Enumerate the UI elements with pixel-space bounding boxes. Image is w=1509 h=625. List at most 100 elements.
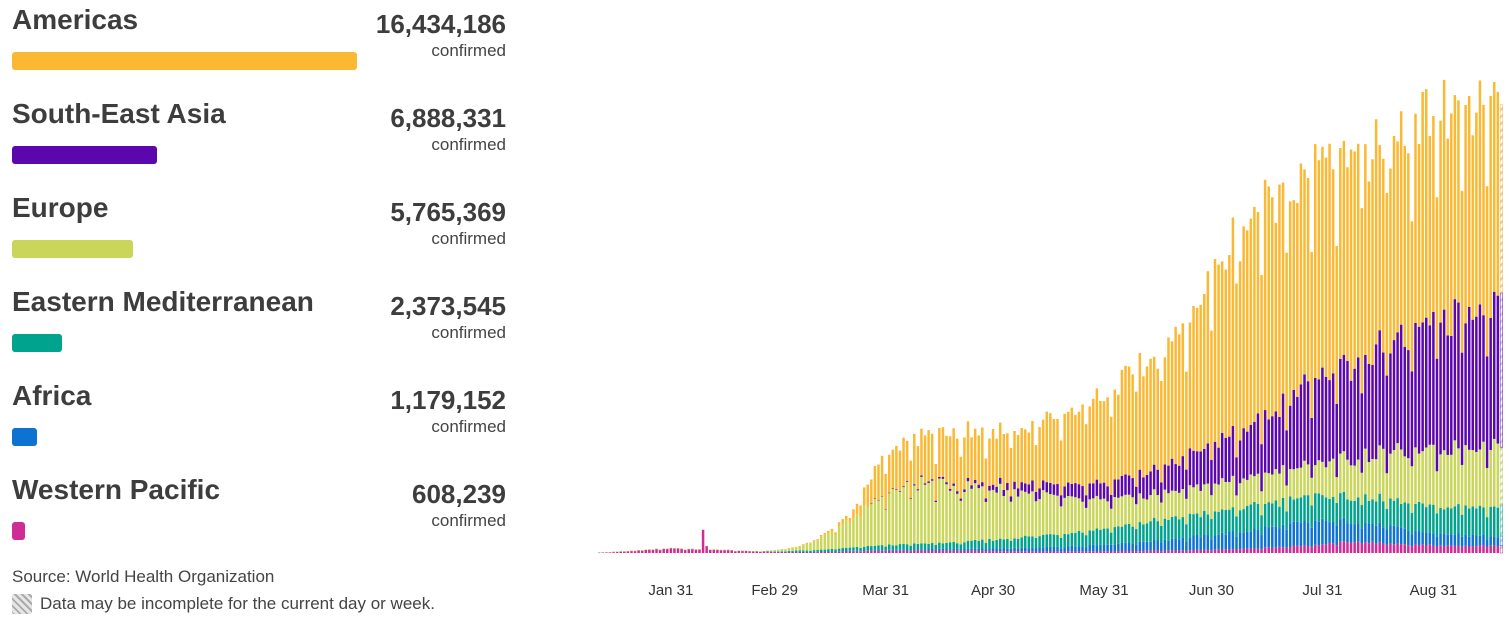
bar-segment-eastern-mediterranean[interactable]	[762, 551, 766, 552]
bar-segment-eastern-mediterranean[interactable]	[1371, 499, 1374, 524]
bar-segment-europe[interactable]	[1399, 449, 1403, 504]
bar-segment-europe[interactable]	[762, 550, 766, 552]
bar-segment-western-pacific[interactable]	[984, 551, 988, 553]
bar-segment-south-east-asia[interactable]	[1041, 480, 1045, 491]
bar-segment-western-pacific[interactable]	[870, 551, 873, 553]
bar-segment-south-east-asia[interactable]	[1174, 464, 1177, 491]
bar-segment-eastern-mediterranean[interactable]	[862, 546, 866, 551]
bar-segment-south-east-asia[interactable]	[981, 482, 984, 487]
bar-segment-europe[interactable]	[751, 551, 755, 552]
bar-segment-south-east-asia[interactable]	[1131, 478, 1134, 498]
bar-segment-eastern-mediterranean[interactable]	[1152, 517, 1156, 540]
bar-segment-americas[interactable]	[977, 435, 980, 485]
bar-segment-south-east-asia[interactable]	[1038, 488, 1041, 500]
bar-segment-western-pacific[interactable]	[834, 551, 837, 553]
bar-segment-americas[interactable]	[1328, 143, 1331, 381]
bar-segment-americas[interactable]	[1292, 200, 1296, 390]
bar-segment-south-east-asia[interactable]	[1378, 330, 1381, 446]
bar-segment-south-east-asia[interactable]	[1074, 483, 1077, 498]
bar-segment-eastern-mediterranean[interactable]	[920, 543, 923, 550]
bar-segment-western-pacific[interactable]	[1303, 545, 1306, 553]
bar-segment-south-east-asia[interactable]	[934, 500, 938, 502]
bar-segment-western-pacific[interactable]	[1020, 551, 1023, 553]
bar-segment-europe[interactable]	[1185, 498, 1188, 525]
bar-segment-europe[interactable]	[1245, 479, 1249, 506]
bar-segment-africa[interactable]	[913, 549, 916, 551]
bar-segment-americas[interactable]	[1138, 352, 1142, 470]
bar-segment-western-pacific[interactable]	[1084, 551, 1088, 553]
bar-segment-africa[interactable]	[1027, 548, 1031, 552]
bar-segment-africa[interactable]	[1181, 537, 1185, 551]
bar-segment-south-east-asia[interactable]	[1117, 479, 1120, 498]
bar-segment-south-east-asia[interactable]	[1217, 447, 1220, 485]
bar-segment-americas[interactable]	[1081, 404, 1084, 487]
bar-segment-western-pacific[interactable]	[880, 550, 884, 553]
bar-segment-western-pacific[interactable]	[1285, 547, 1288, 553]
bar-segment-europe[interactable]	[741, 550, 744, 552]
bar-segment-eastern-mediterranean[interactable]	[1235, 516, 1238, 537]
bar-segment-europe[interactable]	[998, 483, 1002, 539]
bar-segment-south-east-asia[interactable]	[1432, 311, 1435, 445]
bar-segment-western-pacific[interactable]	[930, 550, 934, 553]
bar-segment-americas[interactable]	[1478, 80, 1482, 305]
bar-segment-americas[interactable]	[819, 534, 823, 537]
legend-item-western-pacific[interactable]: Western Pacific 608,239 confirmed	[12, 470, 512, 564]
bar-segment-europe[interactable]	[608, 552, 612, 553]
bar-segment-south-east-asia[interactable]	[1142, 477, 1145, 499]
bar-segment-americas[interactable]	[805, 542, 809, 544]
bar-segment-americas[interactable]	[1296, 202, 1299, 397]
bar-segment-europe[interactable]	[1170, 490, 1174, 517]
bar-segment-western-pacific[interactable]	[1195, 549, 1199, 553]
bar-segment-eastern-mediterranean[interactable]	[805, 550, 809, 552]
bar-segment-europe[interactable]	[1059, 506, 1063, 538]
bar-segment-europe[interactable]	[1206, 483, 1210, 515]
bar-segment-americas[interactable]	[1206, 271, 1210, 444]
bar-segment-europe[interactable]	[1435, 471, 1439, 514]
bar-segment-europe[interactable]	[1174, 490, 1177, 517]
bar-segment-western-pacific[interactable]	[683, 549, 687, 553]
bar-segment-eastern-mediterranean[interactable]	[1364, 494, 1367, 523]
bar-segment-africa[interactable]	[1045, 547, 1049, 552]
bar-segment-eastern-mediterranean[interactable]	[1256, 503, 1260, 530]
bar-segment-eastern-mediterranean[interactable]	[1339, 493, 1342, 520]
bar-segment-western-pacific[interactable]	[1113, 551, 1117, 553]
bar-segment-western-pacific[interactable]	[830, 551, 834, 553]
bar-segment-south-east-asia[interactable]	[1392, 340, 1396, 450]
bar-segment-western-pacific[interactable]	[1288, 547, 1292, 553]
bar-segment-africa[interactable]	[841, 551, 844, 552]
bar-segment-south-east-asia[interactable]	[1192, 450, 1195, 488]
bar-segment-eastern-mediterranean[interactable]	[1041, 534, 1045, 548]
bar-segment-eastern-mediterranean[interactable]	[1106, 528, 1109, 545]
bar-segment-western-pacific[interactable]	[1256, 548, 1260, 553]
bar-segment-south-east-asia[interactable]	[1249, 424, 1253, 475]
bar-segment-western-pacific[interactable]	[1314, 544, 1317, 553]
bar-segment-eastern-mediterranean[interactable]	[1185, 524, 1188, 542]
bar-segment-americas[interactable]	[1453, 95, 1457, 300]
bar-segment-western-pacific[interactable]	[802, 552, 805, 553]
bar-segment-western-pacific[interactable]	[1149, 550, 1152, 553]
bar-segment-europe[interactable]	[1489, 450, 1492, 507]
bar-segment-africa[interactable]	[848, 550, 852, 552]
bar-segment-western-pacific[interactable]	[1339, 541, 1342, 553]
bar-segment-europe[interactable]	[1281, 465, 1285, 498]
bar-segment-south-east-asia[interactable]	[1170, 458, 1174, 491]
bar-segment-europe[interactable]	[1374, 459, 1378, 502]
bar-segment-europe[interactable]	[662, 548, 665, 550]
bar-segment-western-pacific[interactable]	[784, 551, 787, 553]
bar-segment-eastern-mediterranean[interactable]	[1210, 519, 1213, 540]
bar-segment-eastern-mediterranean[interactable]	[930, 542, 934, 549]
bar-segment-africa[interactable]	[852, 550, 855, 552]
bar-segment-south-east-asia[interactable]	[1475, 316, 1478, 452]
bar-segment-south-east-asia[interactable]	[1482, 315, 1485, 442]
bar-segment-eastern-mediterranean[interactable]	[1346, 499, 1349, 524]
bar-segment-eastern-mediterranean[interactable]	[1285, 511, 1288, 530]
bar-segment-africa[interactable]	[1160, 542, 1163, 552]
bar-segment-western-pacific[interactable]	[1428, 544, 1432, 553]
bar-segment-eastern-mediterranean[interactable]	[1009, 540, 1013, 549]
bar-segment-europe[interactable]	[1024, 491, 1027, 536]
bar-segment-europe[interactable]	[880, 496, 884, 546]
bar-segment-south-east-asia[interactable]	[1267, 419, 1270, 474]
bar-segment-africa[interactable]	[866, 550, 870, 551]
bar-segment-eastern-mediterranean[interactable]	[870, 546, 873, 551]
bar-segment-eastern-mediterranean[interactable]	[1181, 517, 1185, 538]
